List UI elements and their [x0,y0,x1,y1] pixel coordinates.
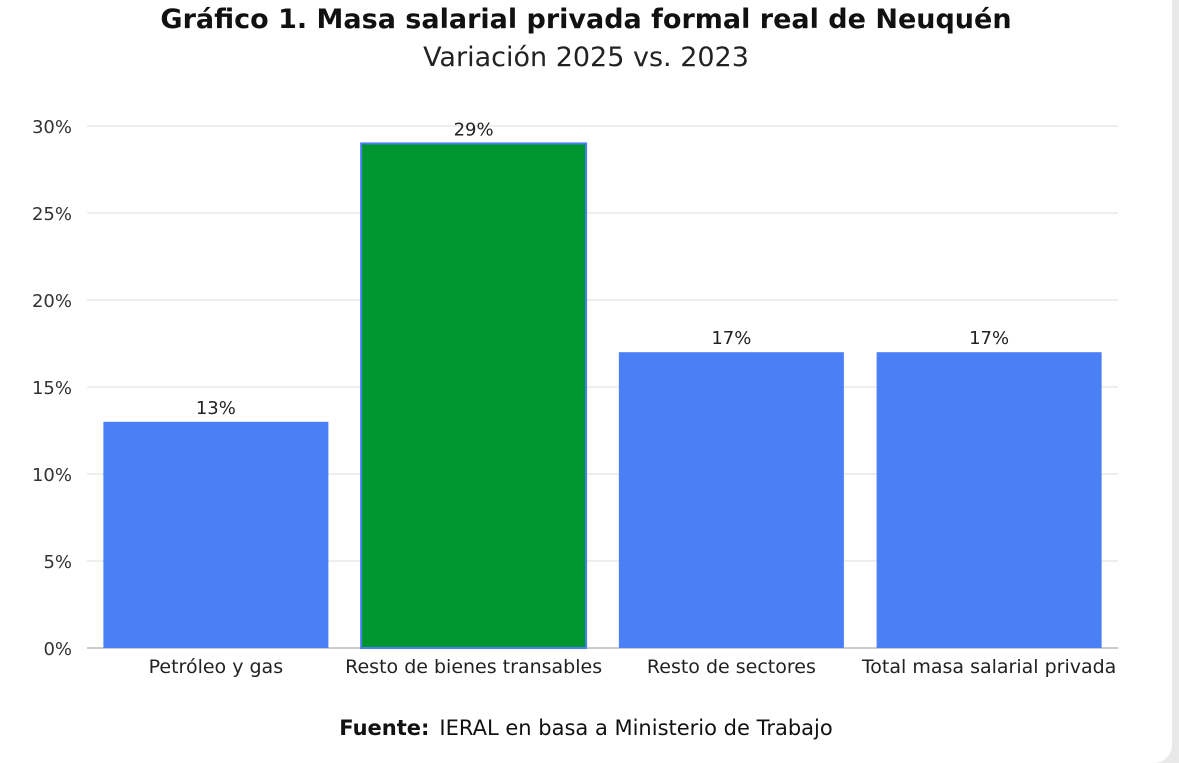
data-labels: 13% 29% 17% 17% [196,119,1009,418]
bar [876,352,1102,648]
bar-chart: 0% 5% 10% 15% 20% 25% 30% 13% 29% 17% 17% Petróle… [32,117,1118,678]
chart-subtitle: Variación 2025 vs. 2023 [423,42,749,73]
bar [103,421,329,648]
y-tick-label: 30% [32,117,72,138]
data-label: 13% [196,398,236,419]
x-tick-label: Resto de bienes transables [345,656,602,678]
bar [618,352,844,648]
y-tick-label: 0% [43,639,72,660]
y-tick-label: 15% [32,378,72,399]
data-label: 29% [454,119,494,140]
y-tick-label: 25% [32,204,72,225]
x-axis-ticks: Petróleo y gas Resto de bienes transables… [149,656,1117,678]
x-tick-label: Resto de sectores [647,656,816,678]
source-label: Fuente: [339,716,430,740]
bar [360,142,588,649]
source-note: Fuente: IERAL en basa a Ministerio de Tra… [0,716,1172,740]
y-tick-label: 5% [43,552,72,573]
x-tick-label: Petróleo y gas [149,656,283,678]
y-tick-label: 10% [32,465,72,486]
x-tick-label: Total masa salarial privada [861,656,1116,678]
y-tick-label: 20% [32,291,72,312]
y-axis-ticks: 0% 5% 10% 15% 20% 25% 30% [32,117,72,660]
data-label: 17% [969,328,1009,349]
data-label: 17% [711,328,751,349]
bars [103,142,1102,649]
chart-title: Gráfico 1. Masa salarial privada formal … [160,4,1012,35]
source-text: IERAL en basa a Ministerio de Trabajo [439,716,833,740]
